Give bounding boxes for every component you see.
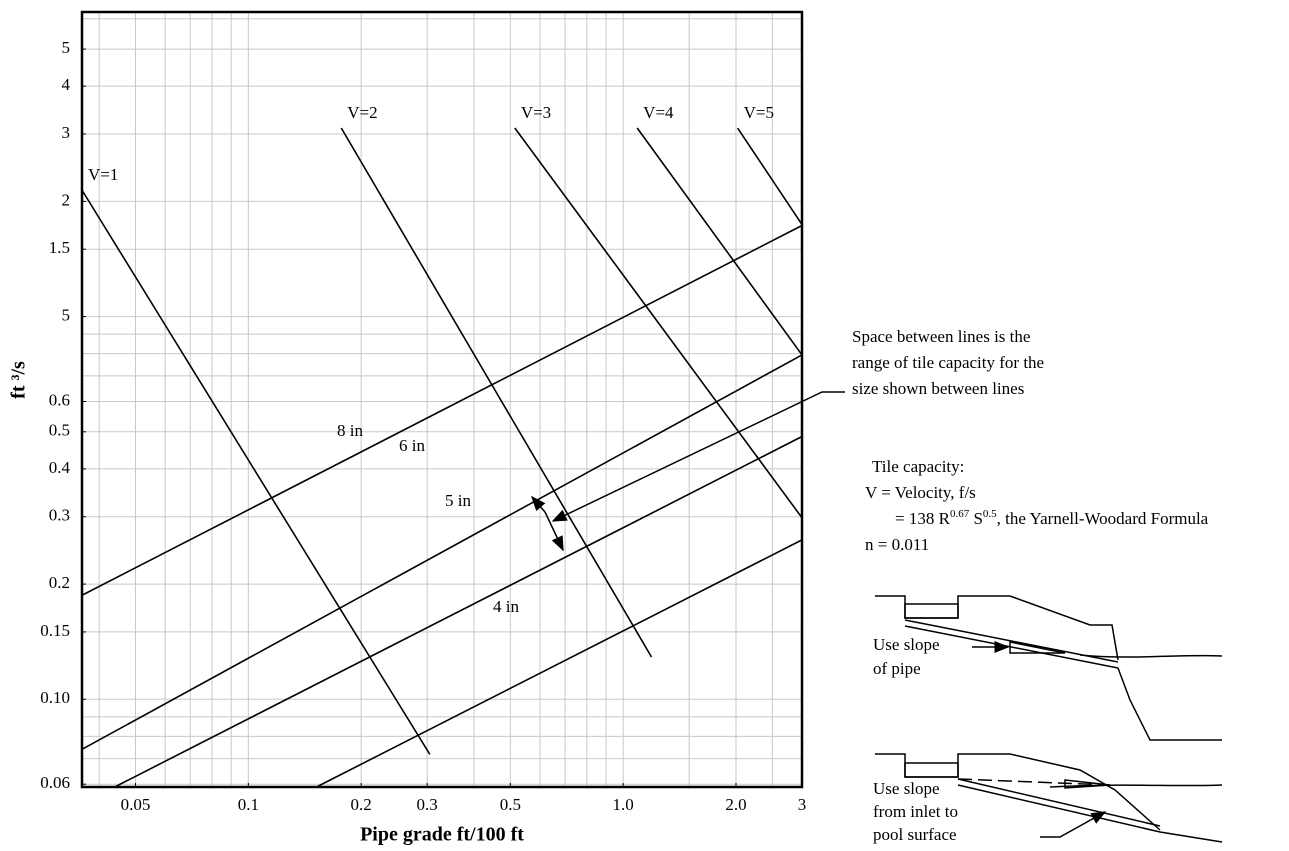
series-label: 5 in (445, 491, 471, 510)
x-tick-label: 2.0 (725, 795, 746, 814)
y-tick-label: 0.06 (40, 773, 70, 792)
y-tick-label: 0.2 (49, 573, 70, 592)
note-text: Space between lines is the (852, 327, 1030, 346)
range-arrow (531, 495, 546, 513)
diagram (875, 595, 1223, 741)
y-tick-label: 3 (62, 123, 71, 142)
y-tick-label: 0.6 (49, 390, 70, 409)
note-text: n = 0.011 (865, 535, 929, 554)
series-line (114, 435, 803, 788)
diagram (875, 753, 1223, 843)
y-tick-label: 0.15 (40, 621, 70, 640)
y-tick-label: 0.3 (49, 506, 70, 525)
y-tick-label: 1.5 (49, 238, 70, 257)
leader-line (551, 391, 845, 522)
note-text: range of tile capacity for the (852, 353, 1044, 372)
y-tick-label: 4 (62, 75, 71, 94)
diagram-label: Use slope (873, 779, 940, 798)
series-line (514, 127, 803, 519)
diagram-label: from inlet to (873, 802, 958, 821)
series-line (81, 189, 431, 755)
formula-part: 0.5 (983, 508, 997, 520)
x-tick-label: 0.2 (351, 795, 372, 814)
note-text: V = Velocity, f/s (865, 483, 976, 502)
plot-frame (80, 10, 804, 789)
note-text: Tile capacity: (872, 457, 964, 476)
series-label: 8 in (337, 421, 363, 440)
x-tick-label: 0.1 (238, 795, 259, 814)
y-tick-label: 0.5 (49, 421, 70, 440)
y-tick-label: 5 (62, 305, 71, 324)
formula-part: 0.67 (950, 508, 970, 520)
x-tick-label: 0.3 (417, 795, 438, 814)
y-axis-label: ft ³/s (8, 361, 30, 399)
series-label: V=1 (88, 165, 118, 184)
series-line (340, 127, 653, 658)
x-tick-label: 0.05 (121, 795, 151, 814)
y-tick-label: 0.10 (40, 688, 70, 707)
x-axis-label: Pipe grade ft/100 ft (360, 824, 524, 846)
series-label: V=2 (347, 103, 377, 122)
series-line (81, 224, 803, 596)
diagram-label: Use slope (873, 635, 940, 654)
series-line (636, 127, 803, 356)
x-tick-label: 1.0 (613, 795, 634, 814)
grid (82, 12, 803, 787)
y-tick-label: 0.4 (49, 458, 71, 477)
formula-part: S (969, 509, 983, 528)
range-arrow (544, 511, 564, 552)
note-text: size shown between lines (852, 379, 1024, 398)
series-line (316, 539, 803, 788)
series-label: 6 in (399, 436, 425, 455)
x-tick-label: 3 (798, 795, 807, 814)
series-line (736, 127, 803, 225)
y-tick-label: 5 (62, 38, 71, 57)
series-label: V=5 (744, 103, 774, 122)
series-label: 4 in (493, 597, 519, 616)
formula-part: , the Yarnell-Woodard Formula (997, 509, 1209, 528)
y-tick-label: 2 (62, 190, 71, 209)
diagram-label: pool surface (873, 825, 957, 844)
formula: = 138 R0.67 S0.5, the Yarnell-Woodard Fo… (895, 508, 1209, 528)
series-line (81, 354, 803, 751)
series-label: V=4 (643, 103, 674, 122)
formula-part: = 138 R (895, 509, 951, 528)
x-tick-label: 0.5 (500, 795, 521, 814)
plot (81, 127, 803, 788)
series-label: V=3 (521, 103, 551, 122)
diagram-label: of pipe (873, 659, 921, 678)
